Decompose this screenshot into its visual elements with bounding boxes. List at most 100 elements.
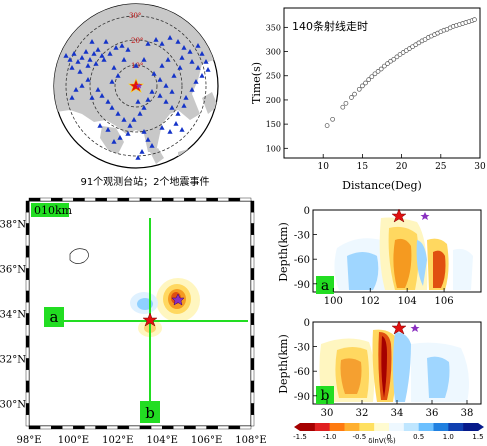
- depth-tick-label: 0: [304, 318, 310, 329]
- section-a-ylabel: Depth(km): [277, 222, 290, 282]
- data-point: [340, 104, 346, 110]
- section-b-xticks: 30 32 34 36 38: [321, 400, 473, 419]
- station-marker-icon: [115, 73, 121, 78]
- station-marker-icon: [175, 39, 181, 44]
- section-a-anomalies: [334, 217, 473, 290]
- ring-label-20: 20°: [131, 37, 143, 45]
- section-a-xticks: 100 102 104 106: [324, 288, 454, 307]
- cross-section-b: b Depth(km) 0 -30 -60 -90 30 32 34 36 38: [277, 318, 482, 419]
- station-marker-icon: [203, 59, 209, 64]
- station-marker-icon: [99, 53, 105, 58]
- colorbar-swatch: [374, 423, 390, 431]
- station-marker-icon: [79, 55, 85, 60]
- station-marker-icon: [119, 43, 125, 48]
- colorbar-swatch: [448, 423, 464, 431]
- lake-outline: [69, 248, 89, 264]
- event-star-icon-2: [410, 324, 420, 332]
- data-point: [356, 86, 362, 92]
- profile-a-tag-bg: [44, 307, 64, 327]
- station-marker-icon: [73, 87, 79, 92]
- y-axis-ticks: 100 150 200 250 300 350: [266, 23, 288, 153]
- colorbar-swatch: [418, 423, 434, 431]
- station-marker-icon: [75, 59, 81, 64]
- station-marker-icon: [179, 127, 185, 132]
- station-marker-icon: [109, 105, 115, 110]
- x-tick-label: 34: [391, 408, 404, 419]
- x-tick-label: 36: [426, 408, 439, 419]
- station-marker-icon: [93, 61, 99, 66]
- x-tick-label: 25: [435, 162, 447, 172]
- station-marker-icon: [131, 117, 137, 122]
- y-tick-label: 200: [266, 96, 281, 105]
- station-marker-icon: [105, 99, 111, 104]
- station-marker-icon: [141, 57, 147, 62]
- station-markers: [63, 35, 211, 160]
- station-marker-icon: [89, 95, 95, 100]
- cross-section-a: a Depth(km) 0 -30 -60 -90 100 102 104 106: [277, 206, 482, 307]
- station-marker-icon: [113, 45, 119, 50]
- station-marker-icon: [77, 69, 83, 74]
- station-marker-icon: [193, 79, 199, 84]
- station-marker-icon: [187, 49, 193, 54]
- lon-label: 104°E: [147, 435, 178, 446]
- station-marker-icon: [63, 53, 69, 58]
- station-marker-icon: [69, 95, 75, 100]
- colorbar: -1.5 -1.0 -0.5 0 0.5 1.0 1.5 δlnV(%): [293, 423, 484, 445]
- station-marker-icon: [111, 139, 117, 144]
- depth-tag: 010km: [34, 204, 73, 217]
- y-tick-label: 300: [266, 48, 281, 57]
- station-marker-icon: [69, 65, 75, 70]
- lon-label: 102°E: [102, 435, 133, 446]
- data-point: [349, 95, 354, 100]
- station-map-caption: 91个观测台站；2个地震事件: [80, 177, 210, 188]
- event-star-icon: [391, 320, 407, 335]
- station-marker-icon: [171, 73, 177, 78]
- data-point: [360, 83, 365, 89]
- event-star-icon: [128, 78, 144, 93]
- profile-b-tag-bg: [140, 401, 160, 423]
- x-tick-label: 100: [324, 296, 343, 307]
- station-marker-icon: [159, 41, 165, 46]
- colorbar-right-arrow: [478, 423, 484, 431]
- station-marker-icon: [173, 121, 179, 126]
- lat-label: 32°N: [0, 355, 26, 366]
- depth-tag-bg: [31, 203, 69, 217]
- colorbar-tick-label: -1.5: [293, 433, 307, 441]
- x-tick-label: 102: [361, 296, 380, 307]
- section-a-tag: a: [321, 278, 329, 294]
- data-point: [366, 77, 372, 82]
- station-marker-icon: [83, 49, 89, 54]
- station-marker-icon: [115, 111, 121, 116]
- colorbar-tick-label: -1.0: [323, 433, 337, 441]
- station-marker-icon: [159, 125, 165, 130]
- y-tick-label: 250: [266, 72, 281, 81]
- y-tick-label: 150: [266, 120, 281, 129]
- station-marker-icon: [169, 89, 175, 94]
- colorbar-swatch: [389, 423, 405, 431]
- station-marker-icon: [125, 131, 131, 136]
- station-marker-icon: [157, 93, 163, 98]
- colorbar-ticks: -1.5 -1.0 -0.5 0 0.5 1.0 1.5: [293, 433, 483, 441]
- y-tick-label: 350: [266, 23, 281, 32]
- station-marker-icon: [85, 63, 91, 68]
- lat-label: 34°N: [0, 310, 26, 321]
- station-marker-icon: [117, 135, 123, 140]
- station-marker-icon: [195, 43, 201, 48]
- data-point: [363, 80, 368, 86]
- colorbar-swatch: [433, 423, 449, 431]
- x-tick-label: 30: [474, 162, 486, 172]
- colorbar-swatch: [359, 423, 375, 431]
- ring-30deg: [65, 15, 207, 157]
- colorbar-tick-label: 1.5: [472, 433, 483, 441]
- colorbar-swatch: [463, 423, 479, 431]
- scatter-points: [324, 17, 477, 128]
- station-marker-icon: [183, 95, 189, 100]
- station-marker-icon: [137, 111, 143, 116]
- station-marker-icon: [105, 127, 111, 132]
- y-axis-label: Time(s): [250, 62, 263, 104]
- station-marker-icon: [141, 105, 147, 110]
- x-tick-label: 106: [435, 296, 454, 307]
- data-point: [343, 100, 349, 106]
- station-marker-icon: [67, 57, 73, 62]
- station-marker-icon: [199, 51, 205, 56]
